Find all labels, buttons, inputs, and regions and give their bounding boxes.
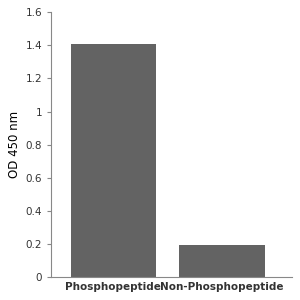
Y-axis label: OD 450 nm: OD 450 nm: [8, 111, 21, 178]
Bar: [70, 44, 156, 277]
Bar: [179, 245, 265, 277]
